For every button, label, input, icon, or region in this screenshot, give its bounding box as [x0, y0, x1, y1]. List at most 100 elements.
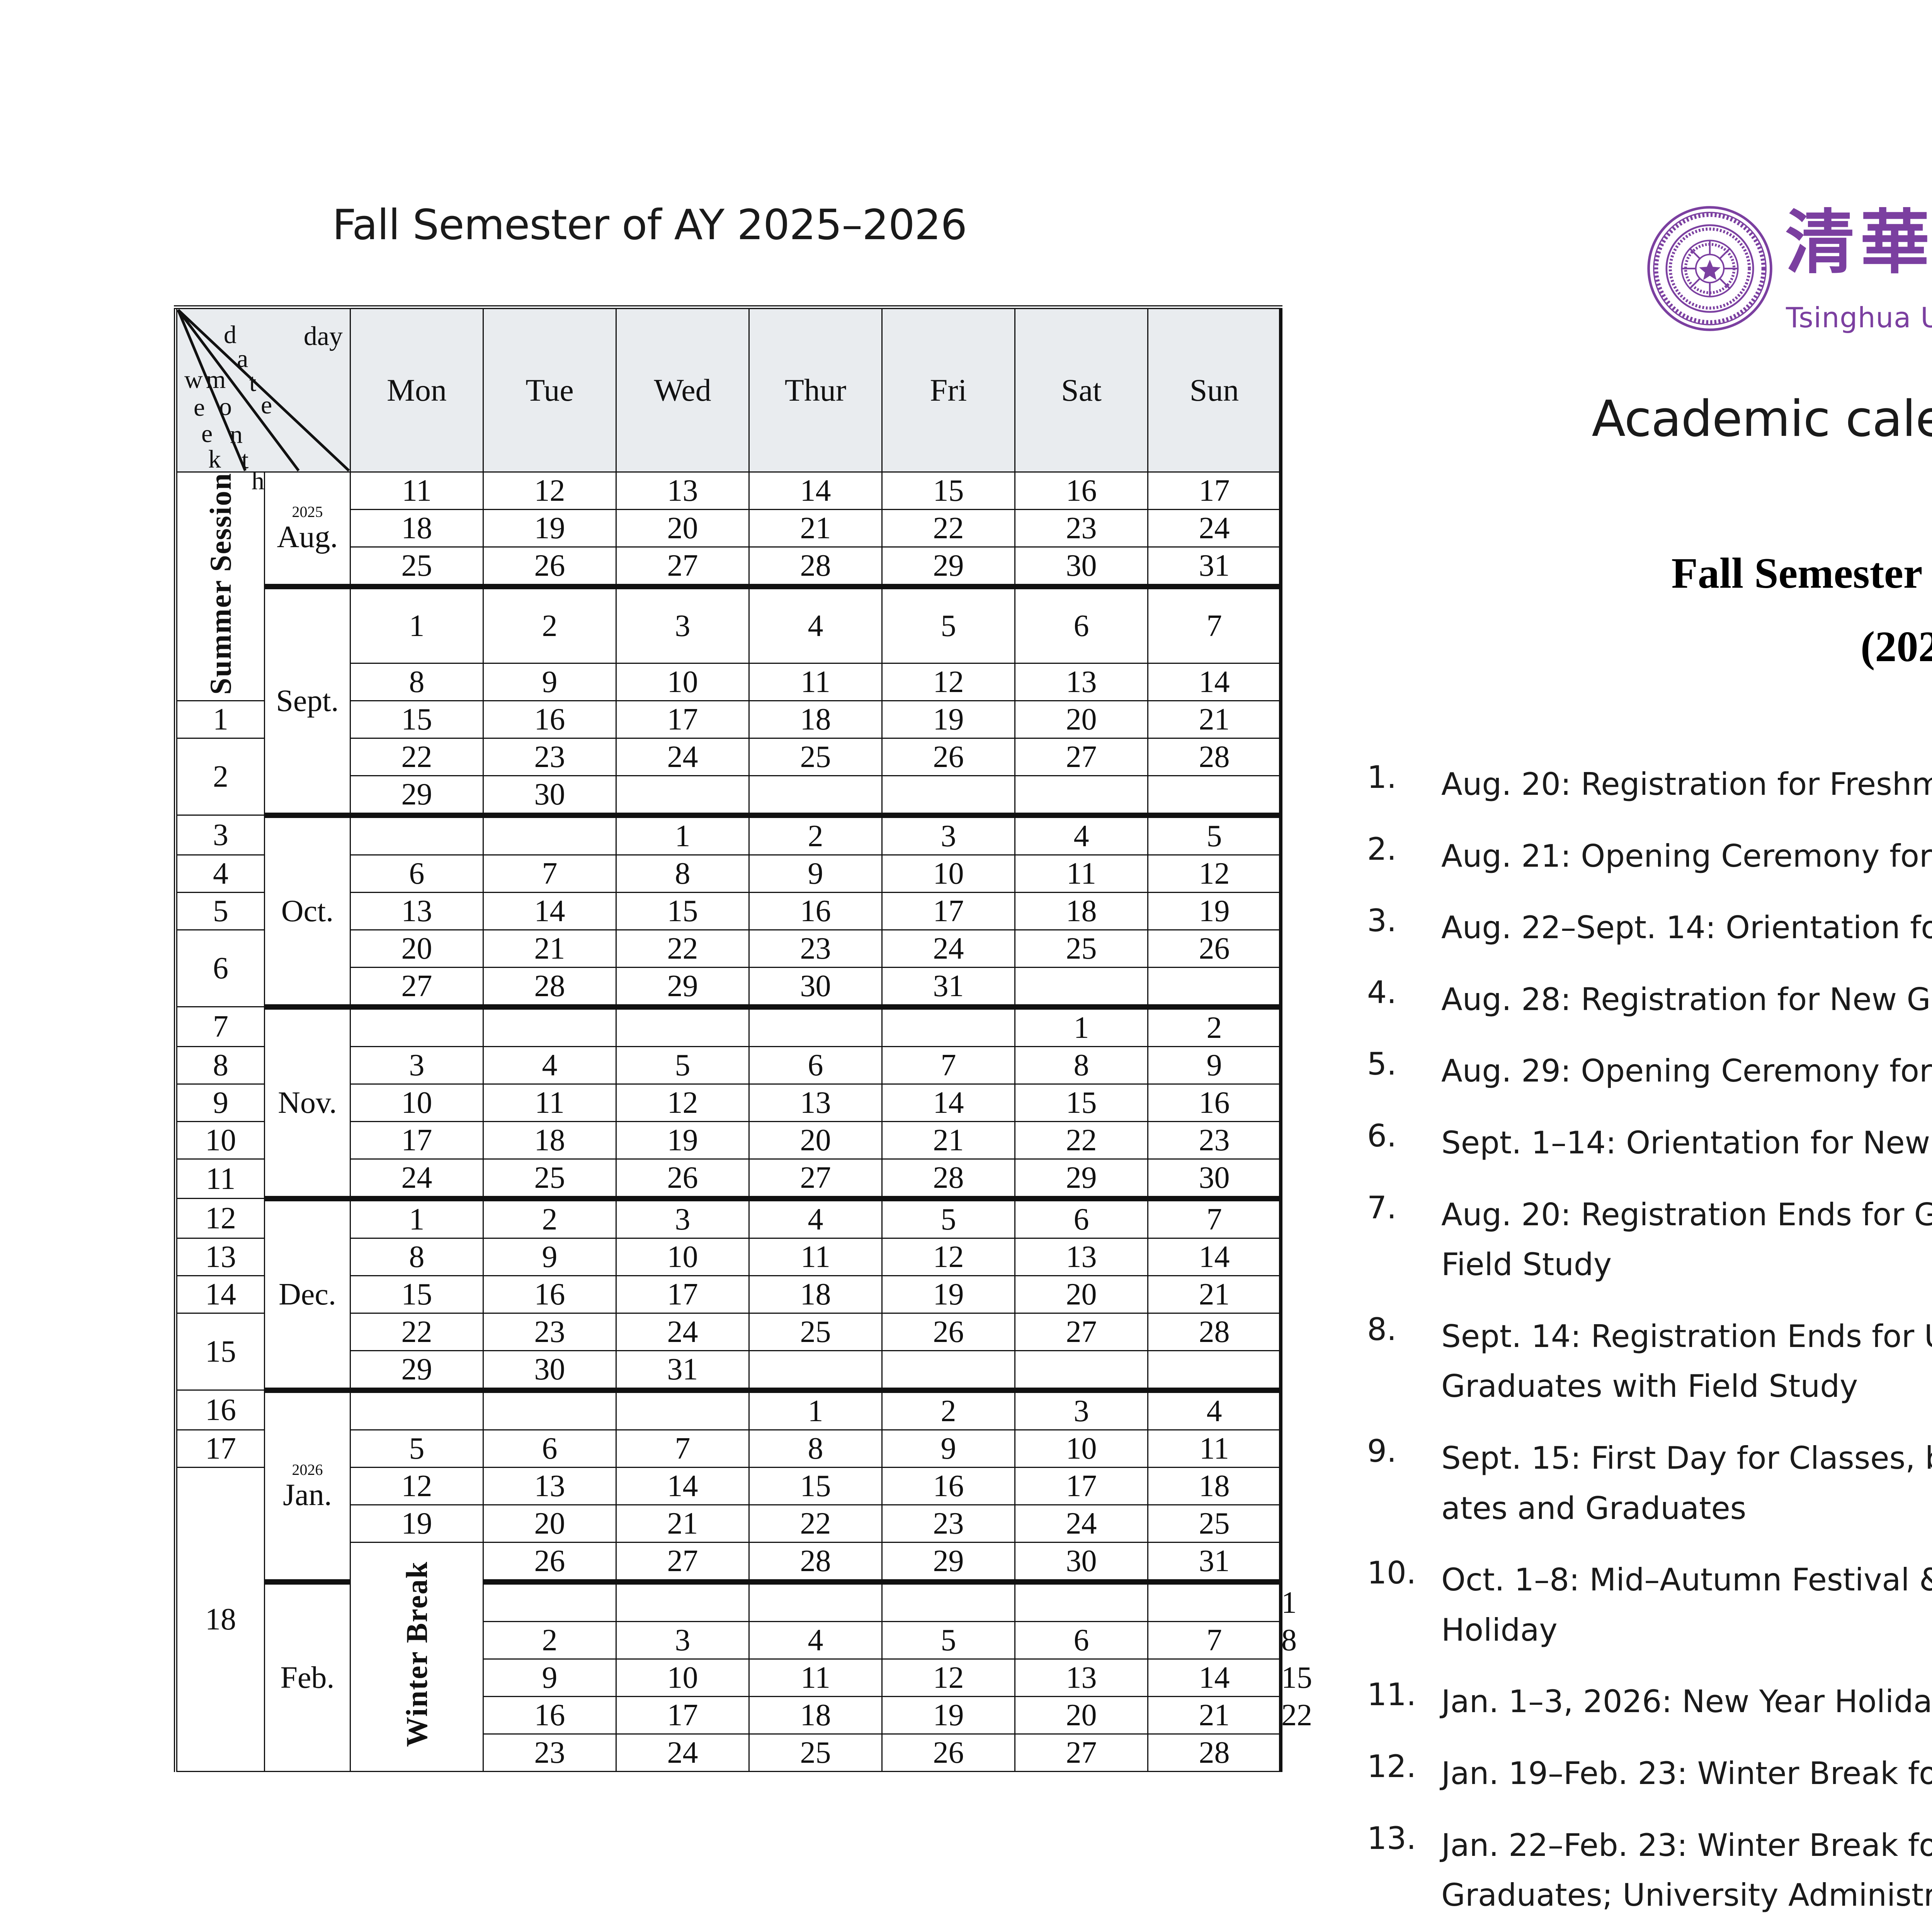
week-number-cell: 12: [175, 1198, 265, 1239]
week-number-cell: 13: [175, 1237, 265, 1276]
weekday-header-wed: Wed: [616, 306, 750, 473]
key-date-text: Jan. 19–Feb. 23: Winter Break for Underg…: [1441, 1748, 1932, 1799]
month-year-label: 2026: [292, 1461, 323, 1478]
date-cell: 1: [616, 812, 750, 855]
date-cell: 8: [350, 1237, 484, 1276]
date-cell: 5: [881, 583, 1015, 664]
date-cell: 6: [748, 1046, 883, 1085]
date-cell: 28: [483, 966, 617, 1008]
date-cell: 25: [483, 1158, 617, 1199]
key-date-number: 4.: [1367, 974, 1397, 1010]
date-cell: 1: [350, 1196, 484, 1239]
date-cell: 30: [483, 775, 617, 816]
corner-diagonals: day d a t e m o n t: [177, 309, 350, 494]
key-date-number: 8.: [1367, 1311, 1397, 1347]
week-number-cell: 3: [175, 815, 265, 855]
academic-calendar-heading: Academic calendar 2025–2026: [1592, 390, 1932, 448]
date-cell: 3: [616, 1621, 750, 1660]
date-cell: 1: [1014, 1004, 1148, 1047]
date-cell: 16: [483, 1696, 617, 1735]
month-label-cell: 2025 Aug.: [264, 471, 351, 587]
date-cell: 4: [748, 583, 883, 664]
tsinghua-wordmark-english: Tsinghua University: [1786, 301, 1932, 334]
date-cell: 29: [1014, 1158, 1148, 1199]
date-cell: 11: [483, 1083, 617, 1122]
month-label-cell: 2026 Jan.: [264, 1387, 351, 1583]
date-cell: 19: [483, 509, 617, 548]
date-cell: 17: [1014, 1466, 1148, 1505]
calendar-week-row: 6 20 21 22 23 24 25 26: [175, 929, 1281, 1008]
date-cell: 25: [1147, 1504, 1281, 1543]
date-cell: 25: [350, 546, 484, 587]
calendar-week-row: 25 26 27 28 29 30 31: [176, 546, 1281, 587]
date-cell: 17: [1147, 471, 1281, 510]
date-cell: 9: [1147, 1046, 1281, 1085]
week-number-cell: 14: [175, 1275, 265, 1314]
date-cell: 8: [1014, 1046, 1148, 1085]
key-date-line: Aug. 20: Registration for Freshmen: [1441, 766, 1932, 802]
calendar-week-row: 2 22 23 24 25 26 27 28: [175, 737, 1281, 816]
date-cell: [1014, 966, 1148, 1008]
info-panel: 清華大學 Tsinghua University Academic calend…: [1352, 0, 1932, 1932]
date-cell: 12: [881, 662, 1015, 701]
date-cell: 19: [1147, 891, 1281, 930]
key-date-item: 12. Jan. 19–Feb. 23: Winter Break for Und…: [1360, 1748, 1932, 1799]
date-cell: 3: [616, 1196, 750, 1239]
date-cell: 16: [483, 1275, 617, 1314]
date-cell: 14: [483, 891, 617, 930]
date-cell: 6: [1014, 1196, 1148, 1239]
date-cell: 5: [1147, 812, 1281, 855]
corner-diagonal-lines: [177, 309, 350, 471]
date-cell: [881, 1350, 1015, 1391]
date-cell: 21: [1147, 1696, 1281, 1735]
period-label-summer-session: Summer Session: [175, 471, 265, 701]
key-date-text: Sept. 1–14: Orientation for New Graduate…: [1441, 1118, 1932, 1168]
date-cell: 29: [881, 1541, 1015, 1583]
date-cell: 7: [1147, 1621, 1281, 1660]
key-date-text: Sept. 15: First Day for Classes, both Un…: [1441, 1433, 1932, 1533]
date-cell: 2: [748, 812, 883, 855]
date-cell: 7: [483, 854, 617, 893]
date-cell: 14: [616, 1466, 750, 1505]
date-cell: 21: [1147, 700, 1281, 739]
weekday-header-sun: Sun: [1147, 306, 1281, 473]
date-cell: [483, 1004, 617, 1047]
date-cell: 7: [1147, 583, 1281, 664]
date-cell: 17: [616, 1696, 750, 1735]
date-cell: 22: [1014, 1121, 1148, 1160]
date-cell: 26: [881, 1733, 1015, 1772]
date-cell: 6: [1014, 1621, 1148, 1660]
date-cell: 25: [748, 1733, 883, 1772]
calendar-week-row: 11 24 25 26 27 28 29 30: [175, 1158, 1281, 1199]
month-label-cell: Sept.: [264, 584, 351, 816]
key-date-line: Sept. 1–14: Orientation for New Graduate…: [1441, 1124, 1932, 1161]
date-cell: 2: [1147, 1004, 1281, 1047]
week-number-cell: 8: [175, 1046, 265, 1085]
key-date-item: 2. Aug. 21: Opening Ceremony for Freshmen: [1360, 831, 1932, 881]
key-date-number: 9.: [1367, 1433, 1397, 1469]
key-date-line: Sept. 15: First Day for Classes, both Un…: [1441, 1440, 1932, 1476]
key-date-text: Jan. 1–3, 2026: New Year Holiday: [1441, 1677, 1932, 1727]
date-cell: 28: [1147, 1312, 1281, 1351]
date-cell: [1147, 775, 1281, 816]
key-date-item: 13. Jan. 22–Feb. 23: Winter Break for Fac…: [1360, 1820, 1932, 1932]
date-cell: 24: [350, 1158, 484, 1199]
key-date-item: 4. Aug. 28: Registration for New Graduate…: [1360, 975, 1932, 1025]
date-cell: 28: [748, 1541, 883, 1583]
date-cell: 27: [350, 966, 484, 1008]
calendar-week-row: 3 Oct. 1 2 3 4 5: [175, 812, 1281, 1008]
date-cell: 30: [1147, 1158, 1281, 1199]
date-cell: 27: [1014, 1733, 1148, 1772]
month-name-label: Oct.: [281, 894, 334, 928]
calendar-week-row: 13 8 9 10 11 12 13 14: [175, 1237, 1281, 1276]
date-cell: 25: [1014, 929, 1148, 968]
corner-label-day: day: [303, 321, 343, 351]
week-number-cell: 5: [175, 891, 265, 930]
date-cell: 20: [483, 1504, 617, 1543]
date-cell: 11: [1147, 1429, 1281, 1468]
key-date-text: Sept. 14: Registration Ends for Undergra…: [1441, 1311, 1932, 1412]
calendar-table-wrapper: day d a t e m o n t: [174, 305, 1312, 1772]
date-cell: 4: [1147, 1387, 1281, 1430]
date-cell: 18: [350, 509, 484, 548]
date-cell: [881, 775, 1015, 816]
